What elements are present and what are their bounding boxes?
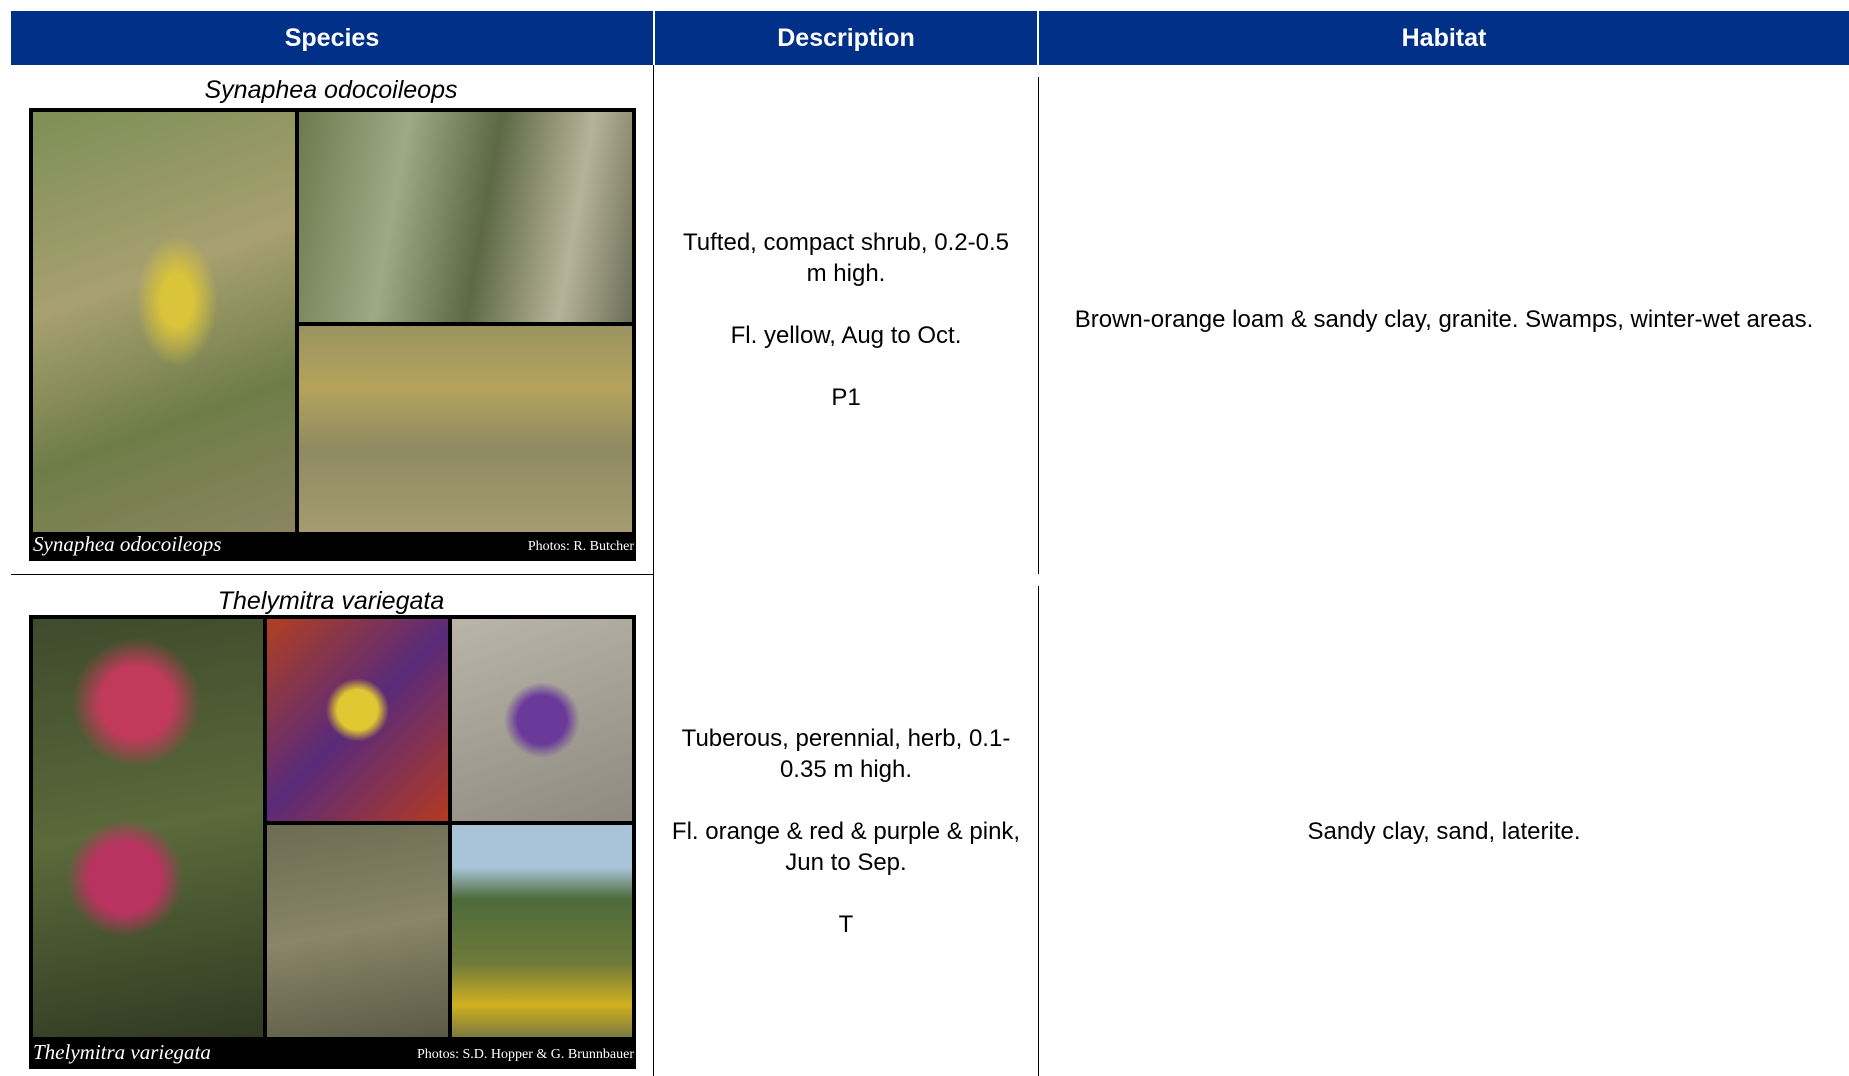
photo-caption: Synaphea odocoileops <box>33 532 222 556</box>
text: Fl. orange & red & purple & pink, Jun to… <box>671 817 1021 876</box>
photo-caption: Thelymitra variegata <box>33 1040 211 1064</box>
description-cell: Tufted, compact shrub, 0.2-0.5 m high. F… <box>655 65 1037 574</box>
header-cell: Species <box>11 11 653 65</box>
text: Brown-orange loam & sandy clay, granite.… <box>1074 306 1814 333</box>
row-border <box>11 574 653 575</box>
photo-panel <box>267 825 448 1037</box>
text: T <box>838 910 854 938</box>
column-border <box>653 65 654 1076</box>
header-cell: Description <box>655 11 1037 65</box>
description-cell: Tuberous, perennial, herb, 0.1-0.35 m hi… <box>655 586 1037 1076</box>
photo-panel <box>33 619 263 1037</box>
header-cell: Habitat <box>1039 11 1849 65</box>
text: Tuberous, perennial, herb, 0.1-0.35 m hi… <box>681 724 1011 783</box>
species-name: Synaphea odocoileops <box>204 76 458 104</box>
column-border <box>1038 77 1039 574</box>
text: Tufted, compact shrub, 0.2-0.5 m high. <box>683 228 1009 287</box>
text: P1 <box>831 383 861 411</box>
habitat-cell: Sandy clay, sand, laterite. <box>1039 586 1849 1076</box>
text: Sandy clay, sand, laterite. <box>1307 817 1581 845</box>
photo-collage: Thelymitra variegata Photos: S.D. Hopper… <box>29 615 636 1069</box>
photo-panel <box>299 326 632 532</box>
photo-panel <box>452 825 632 1037</box>
photo-collage: Synaphea odocoileops Photos: R. Butcher <box>29 108 636 561</box>
photo-credit: Photos: S.D. Hopper & G. Brunnbauer <box>417 1047 634 1062</box>
column-border <box>1038 586 1039 1076</box>
habitat-cell: Brown-orange loam & sandy clay, granite.… <box>1039 65 1849 574</box>
photo-panel <box>452 619 632 821</box>
photo-panel <box>267 619 448 821</box>
species-name: Thelymitra variegata <box>217 587 445 615</box>
text: Fl. yellow, Aug to Oct. <box>730 321 962 349</box>
photo-panel <box>33 112 295 532</box>
photo-credit: Photos: R. Butcher <box>527 539 634 554</box>
photo-panel <box>299 112 632 322</box>
